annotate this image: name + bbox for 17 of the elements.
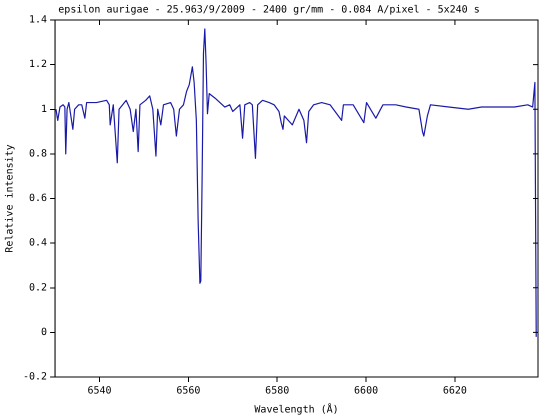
x-tick-label: 6600 [354, 386, 378, 397]
x-tick-label: 6620 [442, 386, 467, 397]
y-tick-label: 0 [41, 326, 48, 338]
chart-title: epsilon aurigae - 25.963/9/2009 - 2400 gr/mm - 0.084 A/pixel - 5x240 s [58, 4, 480, 16]
y-tick-label: 0.6 [29, 193, 48, 204]
y-tick-label: -0.2 [22, 372, 48, 383]
x-tick-label: 6580 [265, 386, 290, 397]
y-tick-label: 1.2 [29, 59, 48, 70]
x-tick-label: 6540 [87, 386, 112, 397]
x-axis-title: Wavelength (Å) [254, 402, 339, 416]
y-tick-label: 0.4 [29, 238, 48, 249]
y-tick-label: 0.8 [29, 148, 48, 160]
y-tick-label: 1.4 [29, 14, 48, 26]
y-axis-title: Relative intensity [4, 144, 16, 253]
y-tick-label: 0.2 [29, 282, 48, 294]
x-tick-label: 6560 [176, 386, 200, 397]
y-tick-label: 1 [41, 104, 48, 115]
